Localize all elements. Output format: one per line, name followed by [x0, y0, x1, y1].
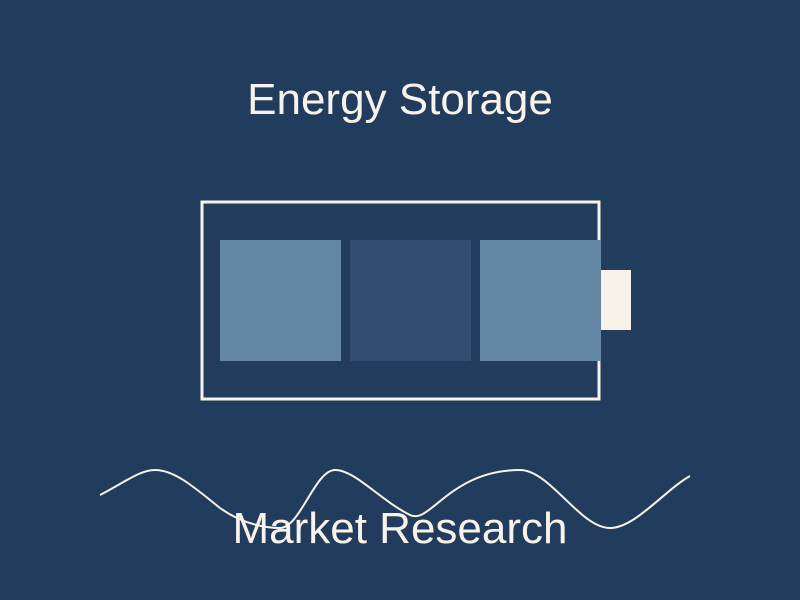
slide-subtitle: Market Research — [0, 507, 800, 551]
battery-cell-1 — [220, 240, 341, 361]
battery-cell-3 — [480, 240, 601, 361]
battery-cells — [220, 240, 601, 361]
battery-cell-2 — [350, 240, 471, 361]
slide-title: Energy Storage — [0, 78, 800, 122]
battery-terminal — [599, 270, 631, 330]
